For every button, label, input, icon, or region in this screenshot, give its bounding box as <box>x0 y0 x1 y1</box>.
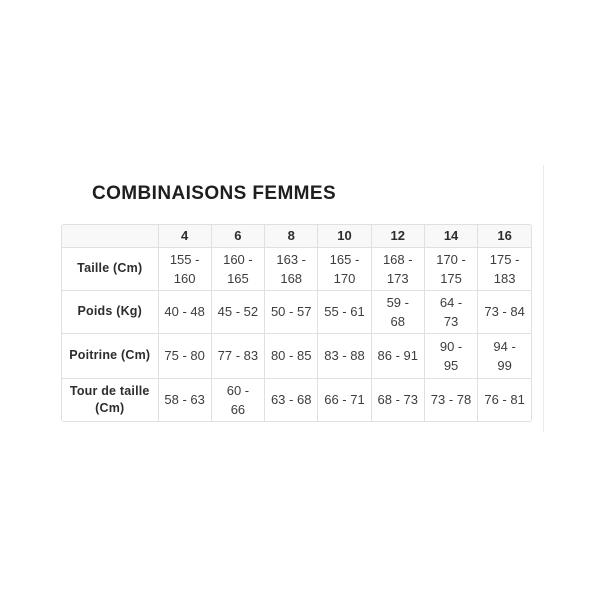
header-row: 4 6 8 10 12 14 16 <box>62 225 531 248</box>
table-row-poids: Poids (Kg) 40 - 48 45 - 52 50 - 57 55 - … <box>62 290 531 334</box>
row-label-poids: Poids (Kg) <box>62 290 159 334</box>
row-label-taille: Taille (Cm) <box>62 247 159 291</box>
size-cell: 86 - 91 <box>371 333 425 379</box>
size-cell: 68 - 73 <box>371 378 425 421</box>
size-header-6: 6 <box>211 225 266 248</box>
size-cell: 63 - 68 <box>264 378 319 421</box>
size-chart-table: 4 6 8 10 12 14 16 Taille (Cm) 155 - 160 … <box>61 224 532 422</box>
table-row-taille: Taille (Cm) 155 - 160 160 - 165 163 - 16… <box>62 247 531 291</box>
page-divider-line <box>543 165 544 432</box>
corner-cell <box>62 225 159 248</box>
size-cell: 73 - 78 <box>424 378 479 421</box>
size-chart: 4 6 8 10 12 14 16 Taille (Cm) 155 - 160 … <box>62 225 531 421</box>
size-cell: 40 - 48 <box>158 290 212 334</box>
size-cell: 175 - 183 <box>477 247 531 291</box>
size-cell: 64 - 73 <box>424 290 479 334</box>
size-cell: 76 - 81 <box>477 378 531 421</box>
size-cell: 50 - 57 <box>264 290 319 334</box>
table-row-tour-de-taille: Tour de taille (Cm) 58 - 63 60 - 66 63 -… <box>62 378 531 421</box>
size-header-10: 10 <box>317 225 372 248</box>
size-cell: 90 - 95 <box>424 333 479 379</box>
size-header-16: 16 <box>477 225 531 248</box>
size-header-4: 4 <box>158 225 212 248</box>
size-header-14: 14 <box>424 225 479 248</box>
size-cell: 73 - 84 <box>477 290 531 334</box>
size-cell: 77 - 83 <box>211 333 266 379</box>
size-cell: 80 - 85 <box>264 333 319 379</box>
size-cell: 170 - 175 <box>424 247 479 291</box>
size-cell: 45 - 52 <box>211 290 266 334</box>
size-header-8: 8 <box>264 225 319 248</box>
size-cell: 60 - 66 <box>211 378 266 421</box>
size-cell: 58 - 63 <box>158 378 212 421</box>
size-cell: 55 - 61 <box>317 290 372 334</box>
size-cell: 165 - 170 <box>317 247 372 291</box>
size-cell: 155 - 160 <box>158 247 212 291</box>
size-cell: 160 - 165 <box>211 247 266 291</box>
size-cell: 59 - 68 <box>371 290 425 334</box>
table-row-poitrine: Poitrine (Cm) 75 - 80 77 - 83 80 - 85 83… <box>62 333 531 379</box>
size-cell: 168 - 173 <box>371 247 425 291</box>
row-label-poitrine: Poitrine (Cm) <box>62 333 159 379</box>
size-cell: 66 - 71 <box>317 378 372 421</box>
size-cell: 83 - 88 <box>317 333 372 379</box>
page-title: COMBINAISONS FEMMES <box>92 183 337 204</box>
size-header-12: 12 <box>371 225 425 248</box>
size-cell: 75 - 80 <box>158 333 212 379</box>
size-cell: 94 - 99 <box>477 333 531 379</box>
size-cell: 163 - 168 <box>264 247 319 291</box>
row-label-tour-de-taille: Tour de taille (Cm) <box>62 378 159 421</box>
